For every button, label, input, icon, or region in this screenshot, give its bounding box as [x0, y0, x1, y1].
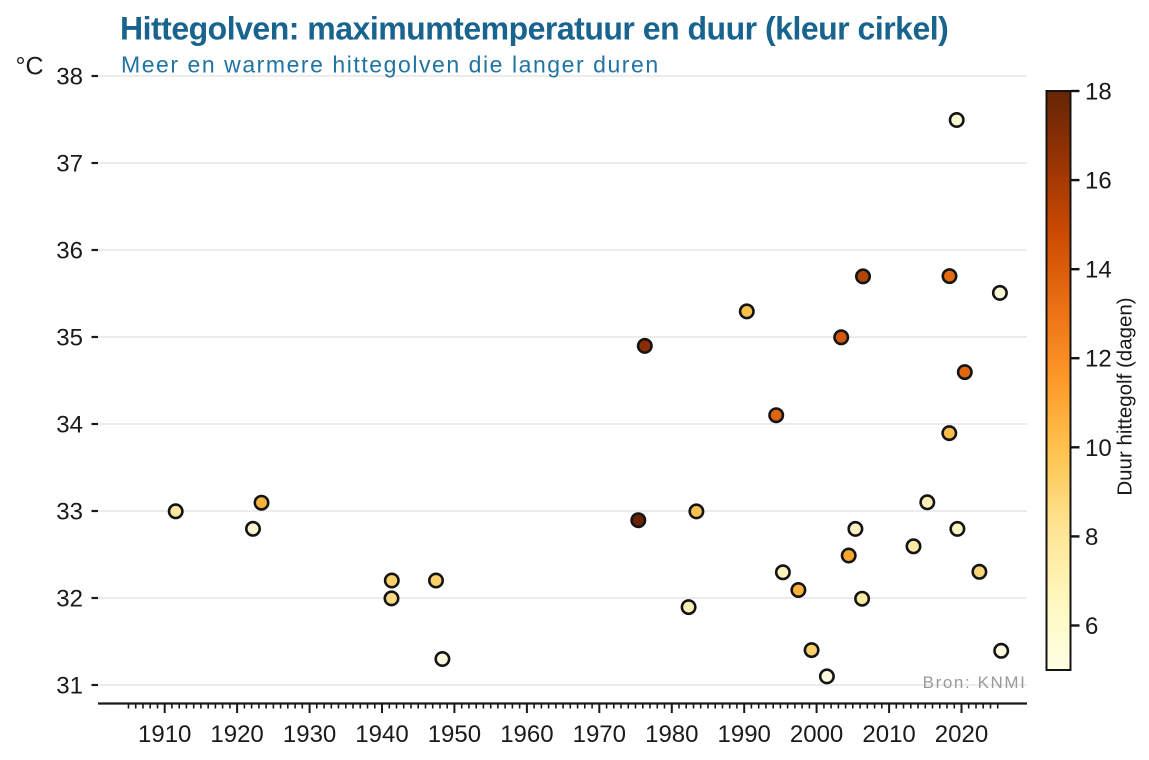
svg-text:1940: 1940: [355, 721, 408, 748]
svg-text:1930: 1930: [283, 721, 336, 748]
svg-text:12: 12: [1085, 346, 1112, 373]
svg-text:35: 35: [56, 325, 83, 352]
svg-text:18: 18: [1085, 79, 1112, 106]
svg-text:16: 16: [1085, 168, 1112, 195]
svg-text:Meer en warmere hittegolven di: Meer en warmere hittegolven die langer d…: [121, 52, 660, 78]
svg-text:1910: 1910: [138, 721, 191, 748]
svg-text:33: 33: [56, 499, 83, 526]
svg-text:38: 38: [56, 64, 83, 91]
svg-text:37: 37: [56, 151, 83, 178]
svg-text:31: 31: [56, 673, 83, 700]
svg-text:1960: 1960: [500, 721, 553, 748]
svg-text:Hittegolven: maximumtemperatuu: Hittegolven: maximumtemperatuur en duur …: [120, 11, 948, 47]
svg-text:2010: 2010: [862, 721, 915, 748]
svg-text:1980: 1980: [645, 721, 698, 748]
svg-text:1920: 1920: [210, 721, 263, 748]
svg-text:36: 36: [56, 238, 83, 265]
svg-text:1970: 1970: [573, 721, 626, 748]
svg-text:2020: 2020: [935, 721, 988, 748]
svg-text:32: 32: [56, 586, 83, 613]
svg-text:10: 10: [1085, 435, 1112, 462]
svg-text:2000: 2000: [790, 721, 843, 748]
svg-text:14: 14: [1085, 257, 1112, 284]
svg-text:6: 6: [1085, 613, 1098, 640]
svg-text:1950: 1950: [428, 721, 481, 748]
svg-text:1990: 1990: [718, 721, 771, 748]
svg-text:34: 34: [56, 412, 83, 439]
svg-text:Bron: KNMI: Bron: KNMI: [923, 673, 1027, 692]
svg-text:Duur hittegolf (dagen): Duur hittegolf (dagen): [1114, 297, 1137, 495]
svg-text:8: 8: [1085, 524, 1098, 551]
svg-text:°C: °C: [16, 53, 44, 81]
